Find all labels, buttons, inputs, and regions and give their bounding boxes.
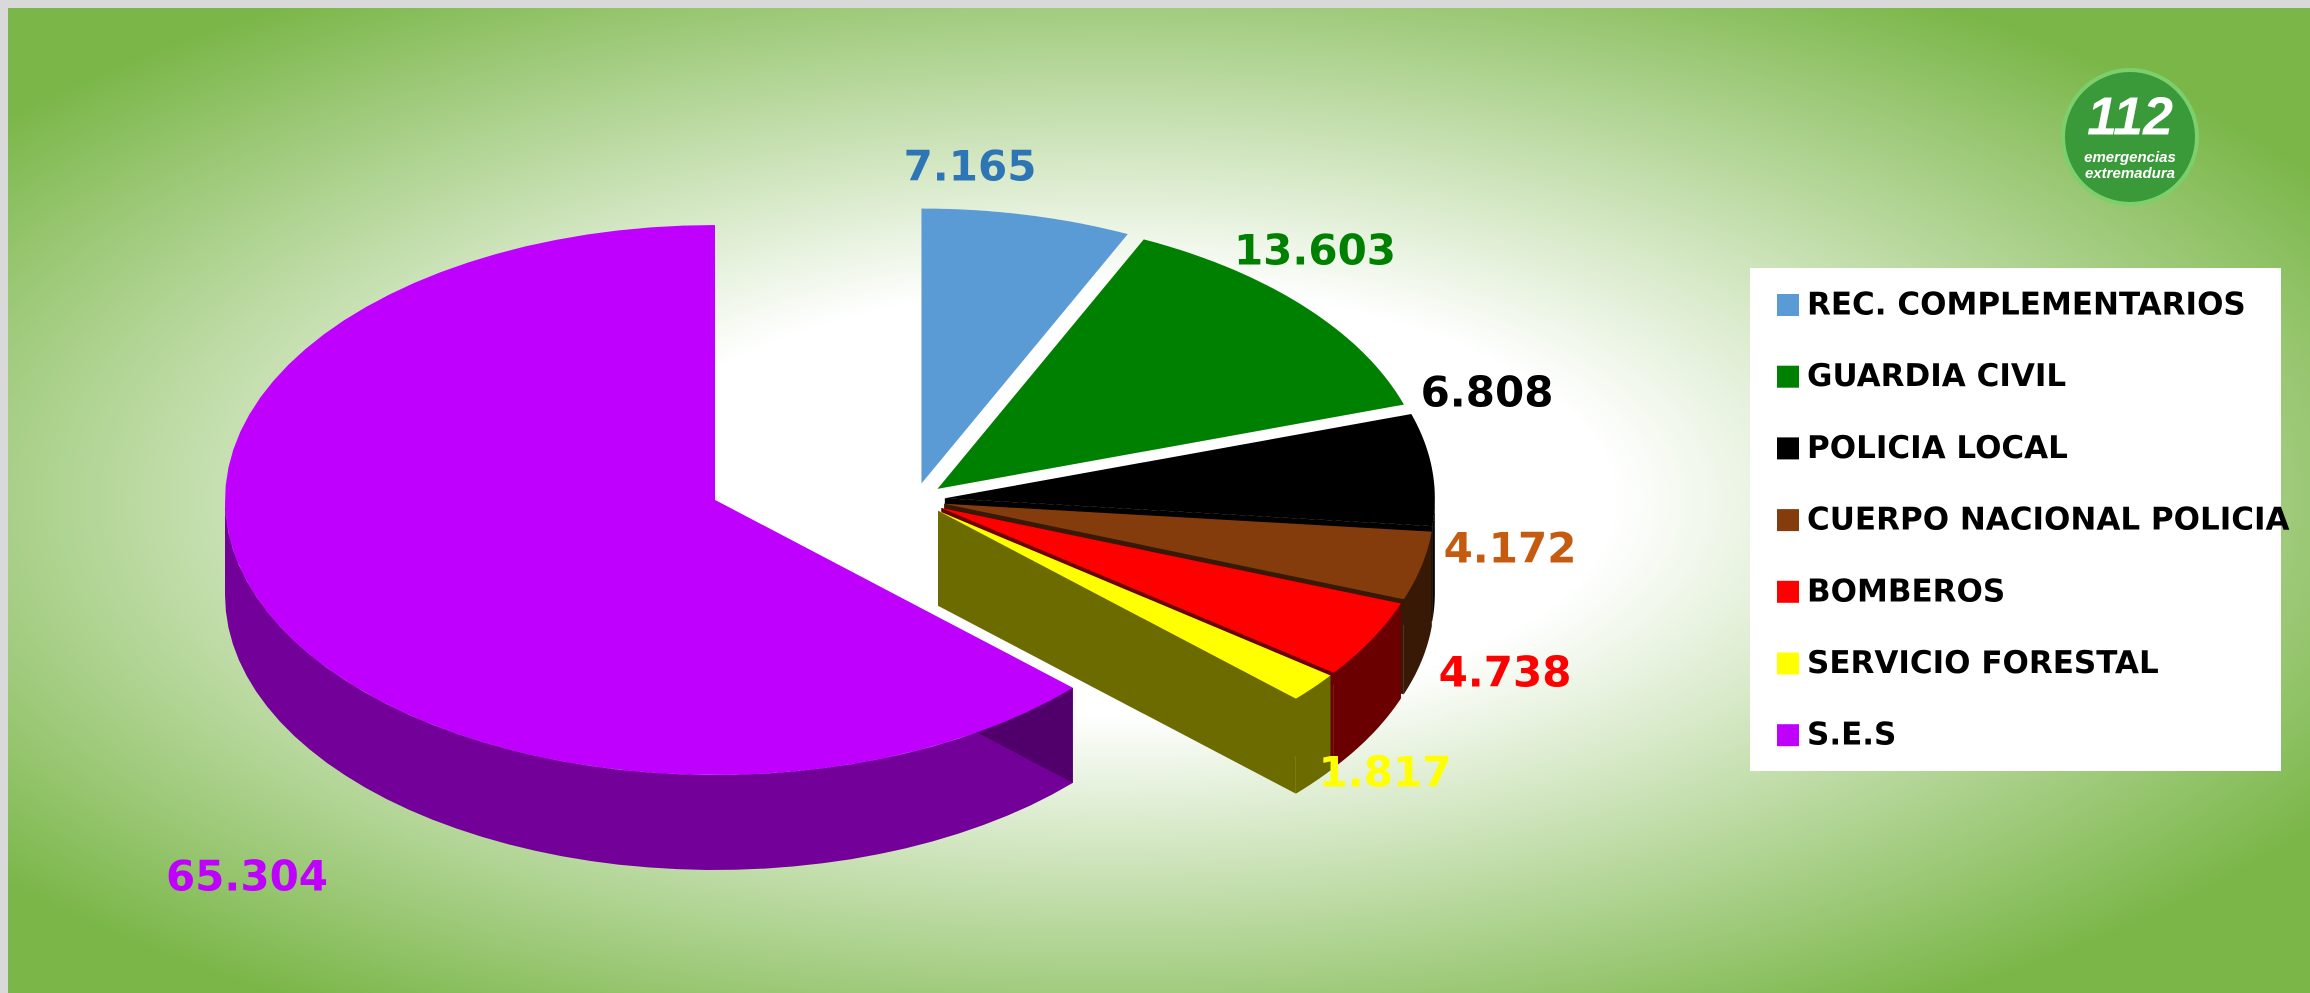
legend-swatch xyxy=(1777,509,1799,532)
legend: REC. COMPLEMENTARIOS GUARDIA CIVIL POLICIA… xyxy=(1777,287,2290,753)
pie xyxy=(225,208,1435,870)
slice xyxy=(938,510,1331,699)
legend-swatch xyxy=(1777,294,1799,316)
legend-swatch xyxy=(1777,365,1799,388)
value-label: 13.603 xyxy=(1234,226,1396,275)
value-label: 65.304 xyxy=(166,852,328,901)
logo-line: emergencias xyxy=(2084,149,2176,166)
slice xyxy=(225,225,1073,775)
legend-swatch xyxy=(1777,652,1799,675)
slice-wall xyxy=(938,510,1296,794)
value-label: 4.738 xyxy=(1439,648,1572,697)
legend-label: GUARDIA CIVIL xyxy=(1807,358,2066,394)
legend-label: S.E.S xyxy=(1807,717,1896,753)
legend-label: REC. COMPLEMENTARIOS xyxy=(1807,287,2246,323)
legend-box xyxy=(1750,268,2281,771)
legend-label: POLICIA LOCAL xyxy=(1807,430,2068,466)
logo: 112 emergencias extremadura xyxy=(2061,68,2199,206)
slice xyxy=(941,508,1401,673)
slice-side xyxy=(225,500,1073,870)
slice xyxy=(921,208,1128,484)
slice-side xyxy=(1432,498,1435,622)
slice xyxy=(937,239,1404,489)
legend-swatch xyxy=(1777,724,1799,747)
logo-line: extremadura xyxy=(2085,165,2175,182)
slice xyxy=(944,413,1435,527)
legend-label: CUERPO NACIONAL POLICIA xyxy=(1807,502,2290,538)
slice xyxy=(944,503,1432,600)
legend-label: BOMBEROS xyxy=(1807,573,2005,609)
value-label: 4.172 xyxy=(1444,524,1577,573)
legend-swatch xyxy=(1777,580,1799,603)
logo-circle xyxy=(2061,68,2199,206)
value-label: 7.165 xyxy=(904,142,1037,191)
legend-swatch xyxy=(1777,437,1799,460)
value-label: 1.817 xyxy=(1319,748,1452,797)
legend-label: SERVICIO FORESTAL xyxy=(1807,645,2159,681)
logo-number: 112 xyxy=(2087,86,2173,146)
value-label: 6.808 xyxy=(1421,368,1554,417)
